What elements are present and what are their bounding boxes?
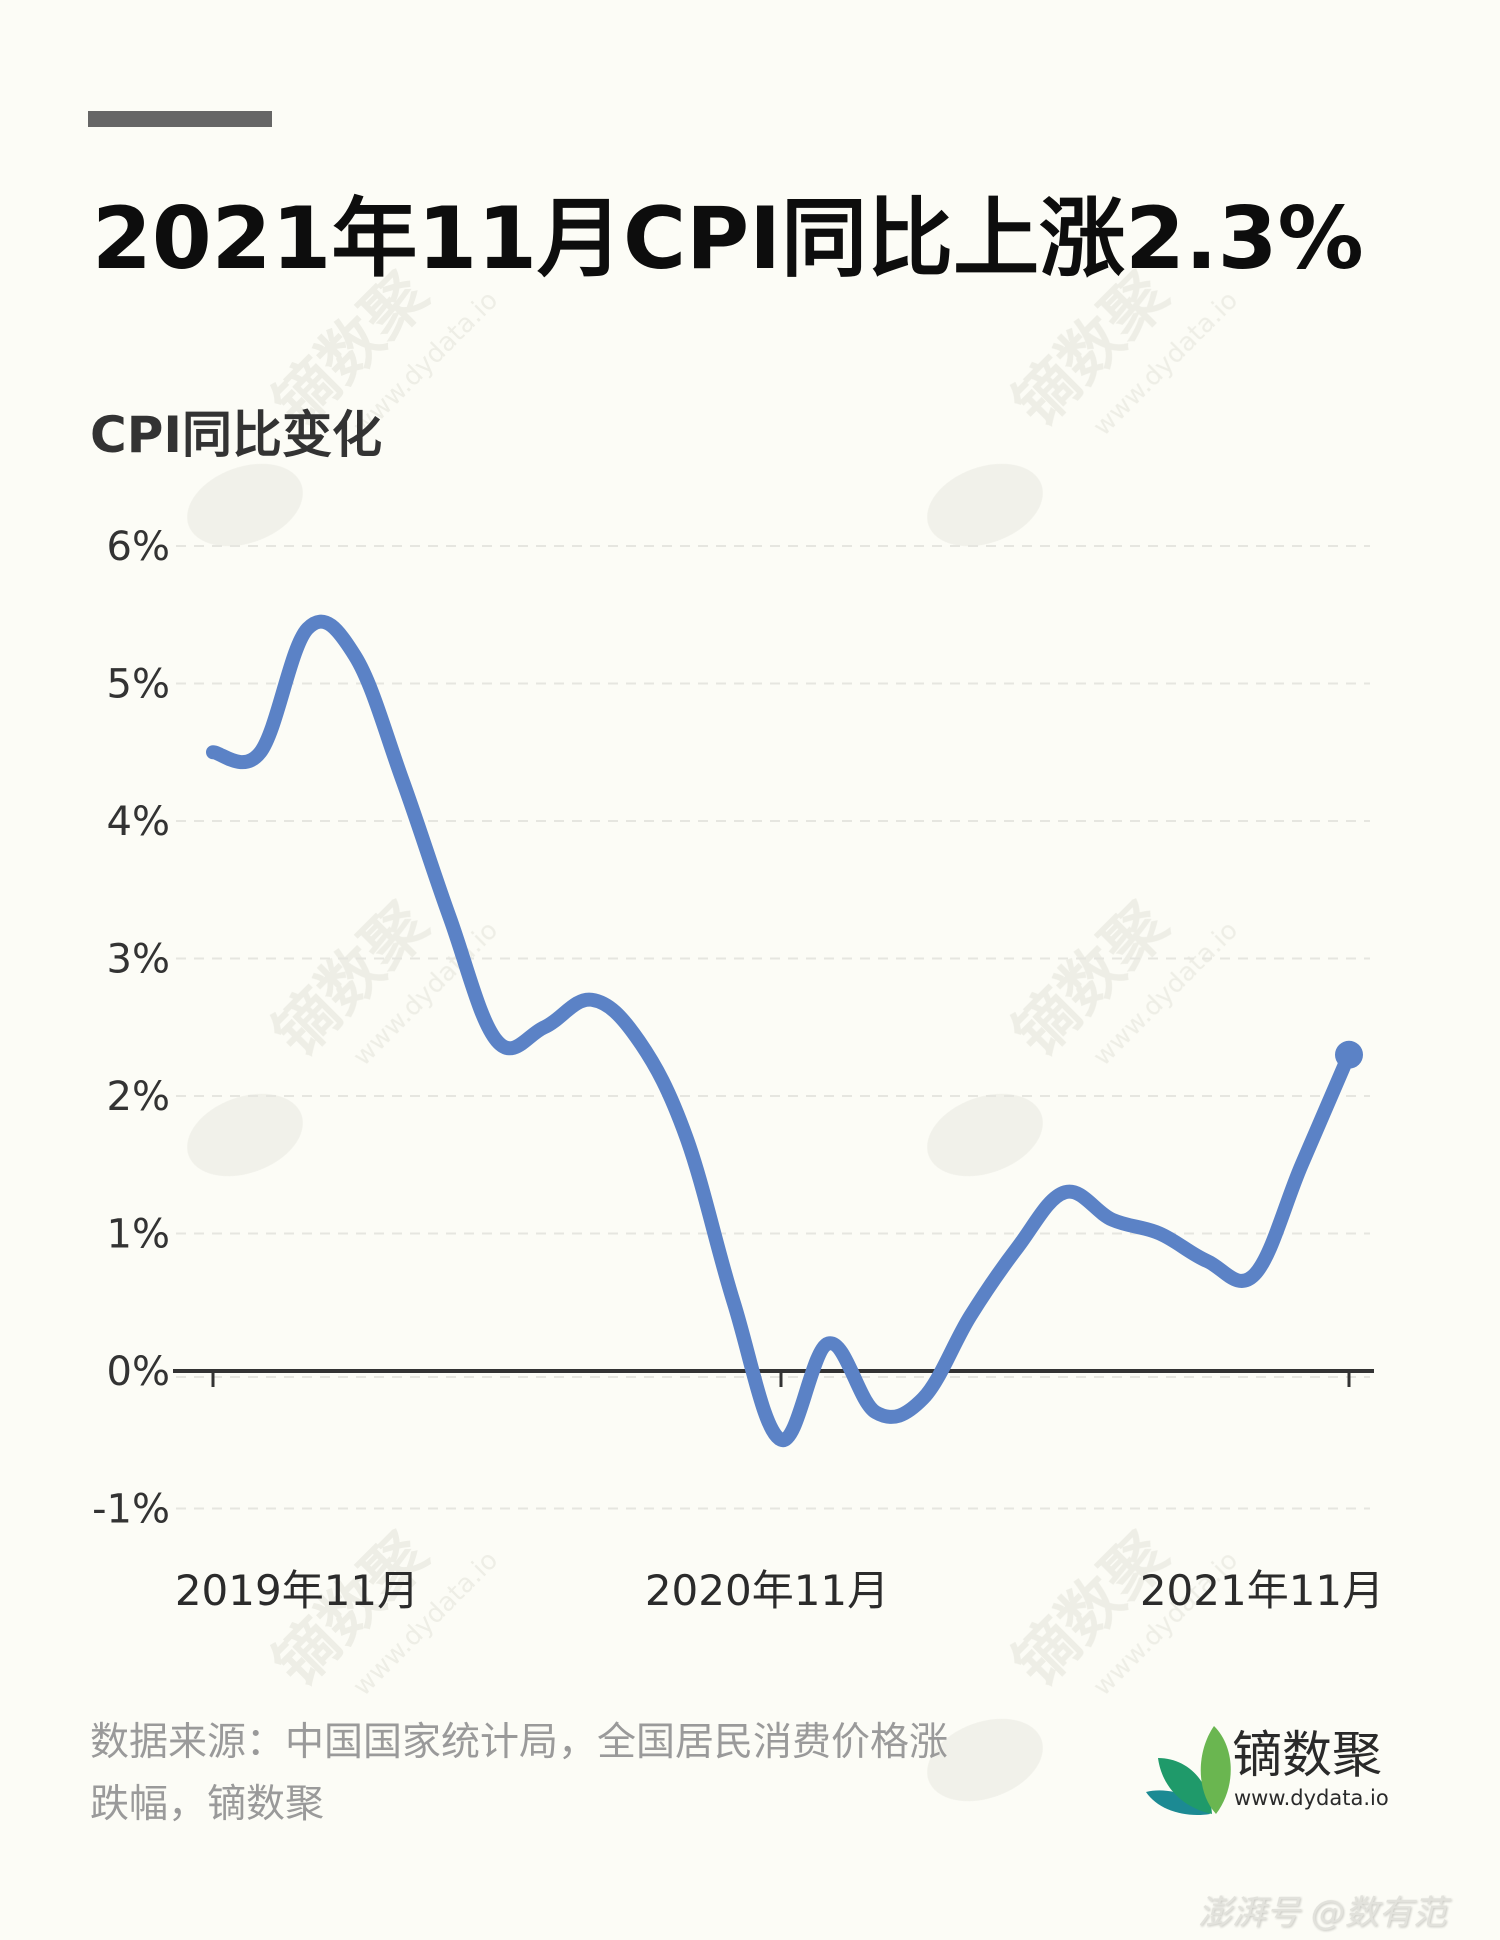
y-tick-label: 5%	[107, 662, 170, 708]
latest-value-marker	[1335, 1040, 1363, 1069]
y-tick-label: 6%	[107, 524, 170, 570]
y-tick-label: 4%	[107, 799, 170, 845]
data-source-note: 数据来源：中国国家统计局，全国居民消费价格涨 跌幅，镝数聚	[90, 1712, 1070, 1836]
page-title: 2021年11月CPI同比上涨2.3%	[92, 189, 1364, 289]
dydata-logo-icon	[1146, 1726, 1231, 1816]
logo-url: www.dydata.io	[1234, 1786, 1389, 1810]
logo-leaf-light	[1200, 1726, 1231, 1814]
corner-watermark: 澎湃号 @数有范	[1198, 1893, 1447, 1933]
y-tick-label: 1%	[107, 1212, 170, 1258]
x-axis-ticks: 2019年11月 2020年11月 2021年11月	[175, 1371, 1384, 1615]
cpi-series-line	[206, 614, 1356, 1447]
y-tick-label: 2%	[107, 1074, 170, 1120]
y-tick-label: -1%	[92, 1487, 170, 1533]
gridlines	[176, 545, 1370, 1510]
source-line-2: 跌幅，镝数聚	[90, 1782, 325, 1827]
y-tick-label: 0%	[107, 1349, 170, 1395]
chart-subtitle: CPI同比变化	[90, 406, 382, 464]
x-tick-label: 2020年11月	[645, 1566, 889, 1615]
source-line-1: 数据来源：中国国家统计局，全国居民消费价格涨	[90, 1720, 949, 1765]
header-accent-bar	[88, 111, 272, 127]
y-tick-label: 3%	[107, 937, 170, 983]
x-tick-label: 2019年11月	[175, 1566, 419, 1615]
logo-leaf-dark	[1146, 1790, 1210, 1816]
y-axis-labels: 6% 5% 4% 3% 2% 1% 0% -1%	[92, 524, 170, 1533]
x-tick-label: 2021年11月	[1140, 1566, 1384, 1615]
logo-leaf-mid	[1158, 1758, 1212, 1814]
logo-brand-name: 镝数聚	[1232, 1726, 1382, 1784]
